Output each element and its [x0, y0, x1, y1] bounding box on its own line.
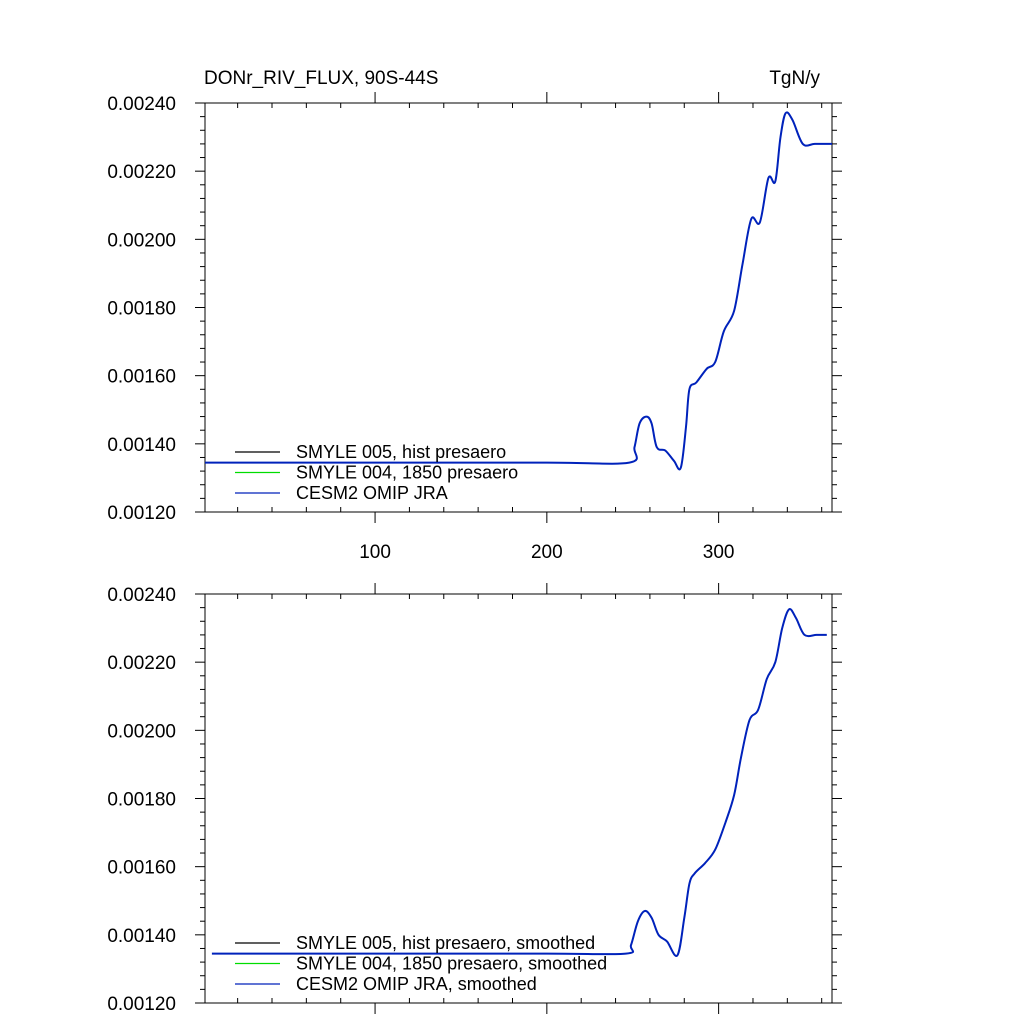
y-tick-label: 0.00160: [107, 858, 176, 879]
y-tick-label: 0.00220: [107, 653, 176, 674]
legend-label: SMYLE 004, 1850 presaero: [296, 463, 518, 483]
y-tick-label: 0.00240: [107, 94, 176, 115]
y-tick-label: 0.00220: [107, 162, 176, 183]
y-tick-label: 0.00120: [107, 994, 176, 1015]
x-tick-label: 100: [359, 542, 391, 563]
series-line-2: [211, 608, 827, 958]
y-tick-label: 0.00200: [107, 230, 176, 251]
x-tick-label: 200: [531, 542, 563, 563]
legend-label: CESM2 OMIP JRA, smoothed: [296, 974, 537, 994]
x-tick-label: 300: [703, 542, 735, 563]
y-tick-label: 0.00180: [107, 790, 176, 811]
units-label: TgN/y: [769, 68, 820, 89]
y-tick-label: 0.00180: [107, 299, 176, 320]
legend-label: SMYLE 005, hist presaero: [296, 442, 506, 462]
y-tick-label: 0.00160: [107, 367, 176, 388]
legend-label: CESM2 OMIP JRA: [296, 483, 448, 503]
chart-title: DONr_RIV_FLUX, 90S-44S: [204, 68, 438, 89]
y-tick-label: 0.00200: [107, 721, 176, 742]
top-panel: DONr_RIV_FLUX, 90S-44S TgN/y 100 200 300 0.…: [107, 68, 842, 563]
legend-label: SMYLE 005, hist presaero, smoothed: [296, 933, 595, 953]
bottom-panel: 0.00120 0.00140 0.00160 0.00180 0.00200 0.002…: [107, 583, 842, 1015]
series-line-2: [205, 111, 832, 471]
y-tick-label: 0.00240: [107, 585, 176, 606]
y-tick-label: 0.00140: [107, 926, 176, 947]
y-tick-label: 0.00120: [107, 503, 176, 524]
legend-label: SMYLE 004, 1850 presaero, smoothed: [296, 954, 607, 974]
y-tick-label: 0.00140: [107, 435, 176, 456]
